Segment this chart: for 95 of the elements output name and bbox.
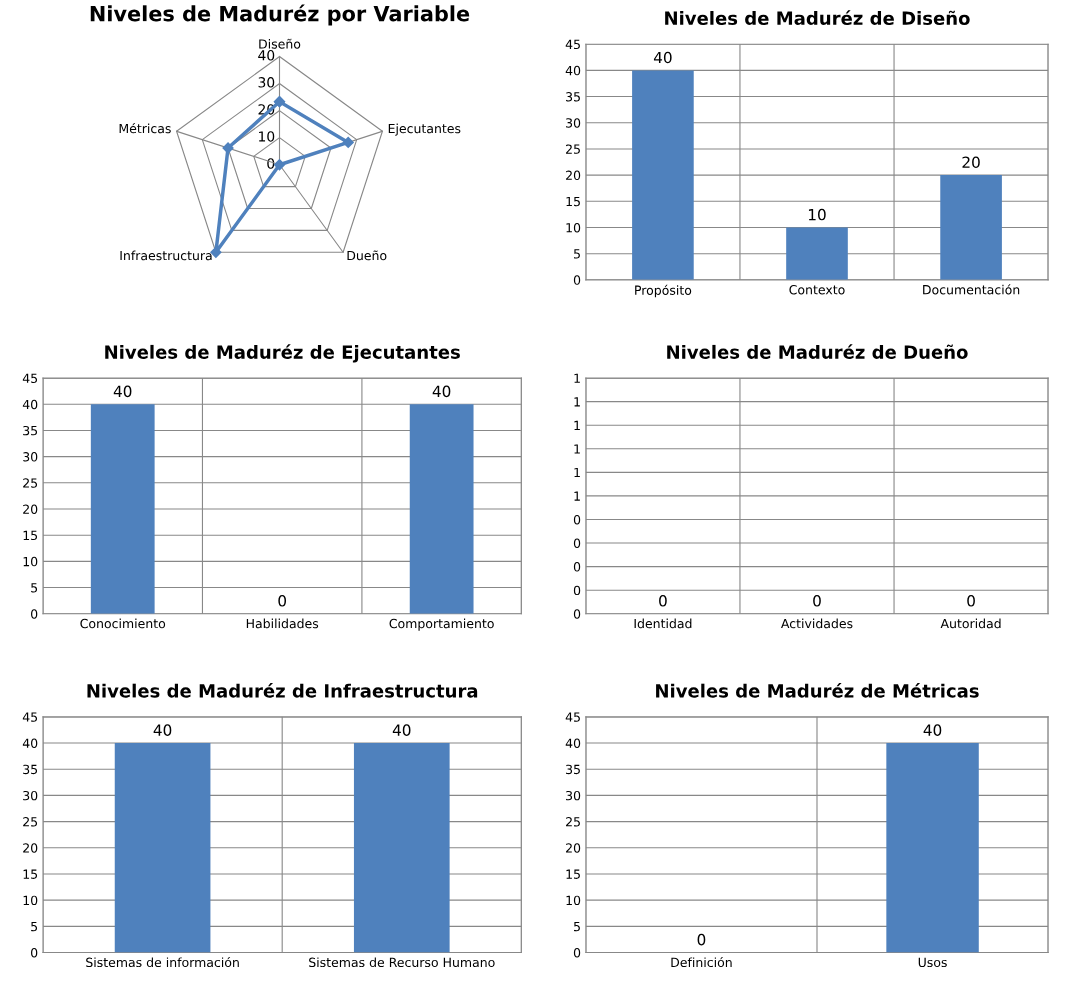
x-tick-label: Identidad <box>634 618 692 629</box>
x-tick-label: Documentación <box>923 284 1020 295</box>
y-tick-label: 0 <box>573 514 581 525</box>
data-label: 40 <box>432 385 451 398</box>
x-tick-label: Sistemas de Recurso Humano <box>309 957 495 968</box>
y-tick-label: 10 <box>259 131 275 142</box>
y-tick-label: 20 <box>566 843 581 853</box>
y-tick-label: 0 <box>31 609 38 619</box>
y-tick-label: 30 <box>23 452 38 462</box>
y-tick-label: 45 <box>22 712 38 722</box>
y-tick-label: 40 <box>565 738 581 748</box>
y-tick-label: 45 <box>565 712 580 722</box>
y-tick-label: 1 <box>574 467 580 478</box>
y-tick-label: 30 <box>566 118 581 128</box>
data-label: 40 <box>923 724 942 736</box>
y-tick-label: 40 <box>22 399 38 410</box>
x-tick-label: Autoridad <box>940 618 1001 629</box>
y-tick-label: 35 <box>566 764 580 775</box>
chart-title: Niveles de Maduréz por Variable <box>90 4 470 26</box>
y-tick-label: 1 <box>574 444 580 454</box>
y-tick-label: 0 <box>573 538 581 548</box>
y-tick-label: 40 <box>565 65 581 76</box>
spoke-label: Infraestructura <box>120 250 212 261</box>
x-tick-label: Usos <box>918 957 947 968</box>
y-tick-label: 30 <box>258 77 275 88</box>
y-tick-label: 35 <box>23 425 38 436</box>
x-tick-label: Definición <box>671 956 732 968</box>
data-label: 40 <box>653 51 672 64</box>
y-tick-label: 20 <box>23 843 38 853</box>
y-tick-label: 40 <box>22 738 38 748</box>
y-tick-label: 30 <box>566 790 581 801</box>
data-label: 0 <box>813 595 821 607</box>
y-tick-label: 1 <box>574 491 580 501</box>
y-tick-label: 10 <box>23 556 38 567</box>
y-tick-label: 25 <box>23 478 38 488</box>
y-tick-label: 5 <box>574 249 580 259</box>
spoke-label: Ejecutantes <box>388 123 461 136</box>
y-tick-label: 30 <box>23 790 38 801</box>
y-tick-label: 10 <box>23 895 38 906</box>
y-tick-label: 45 <box>565 39 580 50</box>
y-tick-label: 5 <box>31 583 38 593</box>
x-tick-label: Propósito <box>635 284 692 298</box>
y-tick-label: 20 <box>566 170 581 181</box>
x-tick-label: Habilidades <box>246 618 319 629</box>
data-label: 0 <box>659 595 667 607</box>
y-tick-label: 15 <box>23 869 38 879</box>
y-tick-label: 35 <box>23 764 38 775</box>
chart-title: Niveles de Maduréz de Infraestructura <box>87 682 478 698</box>
spoke-label: Dueño <box>347 250 387 261</box>
data-label: 40 <box>392 724 411 736</box>
data-label: 20 <box>962 156 980 168</box>
data-label: 0 <box>697 933 706 946</box>
bar <box>632 70 694 280</box>
spoke-label: Métricas <box>119 123 171 134</box>
y-tick-label: 0 <box>31 948 38 958</box>
x-tick-label: Actividades <box>781 618 853 629</box>
data-label: 0 <box>278 595 287 607</box>
y-tick-label: 0 <box>573 275 581 285</box>
bar <box>786 227 848 280</box>
y-tick-label: 25 <box>23 817 38 827</box>
y-tick-label: 1 <box>574 420 580 430</box>
data-label: 10 <box>808 208 826 221</box>
chart-title: Niveles de Maduréz de Ejecutantes <box>105 344 460 363</box>
y-tick-label: 0 <box>573 562 581 572</box>
y-tick-label: 0 <box>267 158 275 169</box>
y-tick-label: 45 <box>22 373 38 383</box>
bar <box>940 175 1002 280</box>
y-tick-label: 15 <box>566 869 580 879</box>
x-tick-label: Comportamiento <box>389 618 494 631</box>
y-tick-label: 40 <box>258 50 275 61</box>
y-tick-label: 10 <box>566 895 581 906</box>
y-tick-label: 1 <box>574 373 580 383</box>
data-label: 40 <box>113 385 132 398</box>
y-tick-label: 10 <box>566 222 581 233</box>
y-tick-label: 0 <box>573 948 581 958</box>
y-tick-label: 25 <box>566 817 580 827</box>
y-tick-label: 0 <box>573 609 581 619</box>
chart-title: Niveles de Maduréz de Diseño <box>665 10 970 25</box>
spoke-label: Diseño <box>259 38 301 49</box>
chart-title: Niveles de Maduréz de Dueño <box>667 344 968 359</box>
y-tick-label: 0 <box>573 585 581 596</box>
y-tick-label: 5 <box>574 921 580 932</box>
x-tick-label: Contexto <box>789 284 845 295</box>
y-tick-label: 15 <box>23 530 38 541</box>
data-label: 40 <box>153 724 172 736</box>
y-tick-label: 1 <box>574 397 580 407</box>
data-label: 0 <box>967 595 975 607</box>
chart-title: Niveles de Maduréz de Métricas <box>656 682 979 698</box>
y-tick-label: 25 <box>566 144 580 154</box>
y-tick-label: 15 <box>566 196 580 207</box>
x-tick-label: Conocimiento <box>80 618 166 629</box>
y-tick-label: 5 <box>31 921 38 932</box>
y-tick-label: 35 <box>566 92 580 102</box>
x-tick-label: Sistemas de información <box>86 956 239 968</box>
y-tick-label: 20 <box>23 504 38 514</box>
